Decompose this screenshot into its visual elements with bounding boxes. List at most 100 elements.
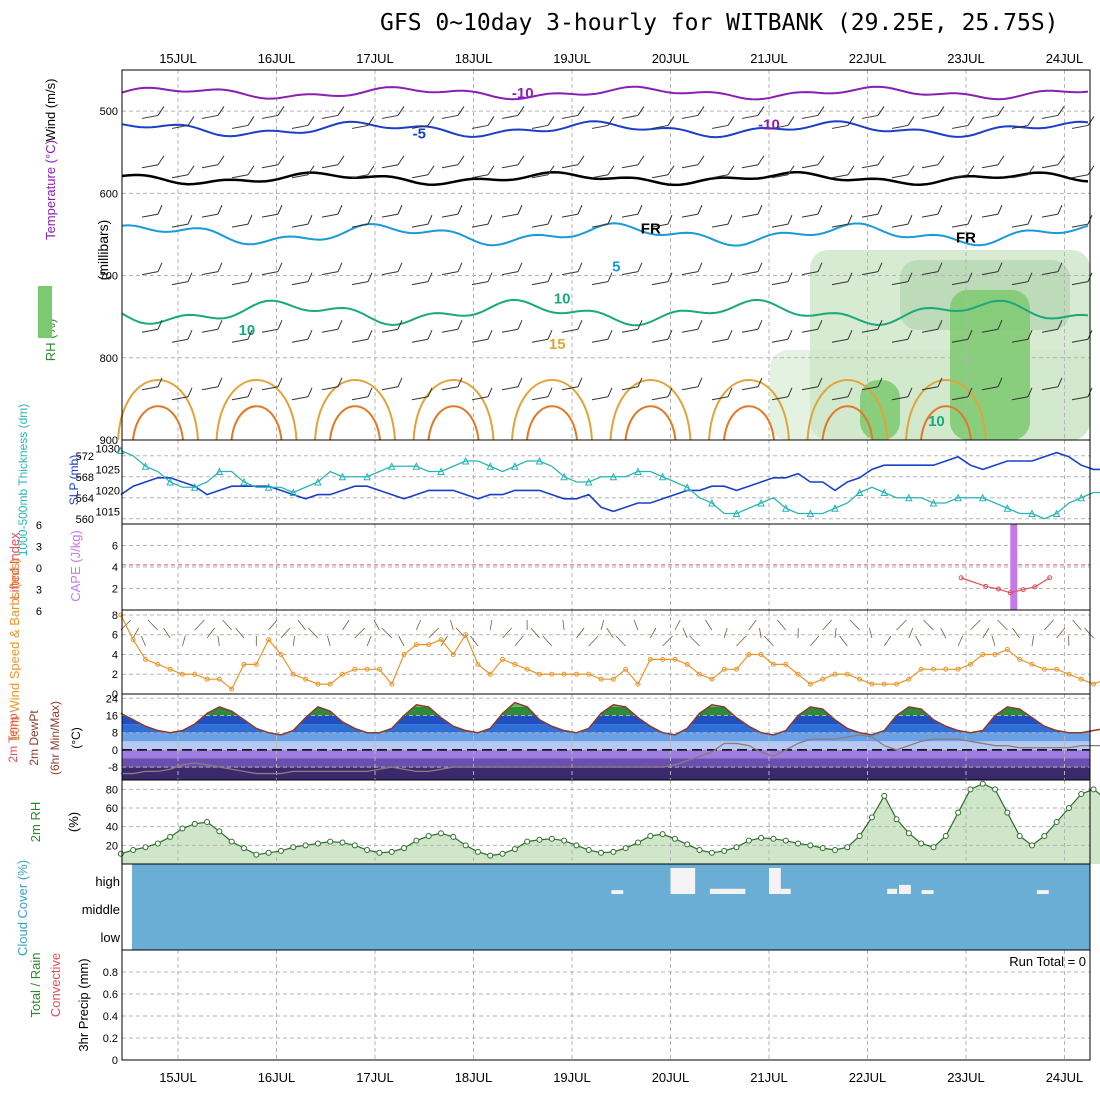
wind-barb [981,328,999,333]
surface-wind-barb [163,627,171,639]
wind-barb-flag [937,320,943,330]
wind-speed-marker [857,676,863,682]
wind-barb [471,174,489,179]
wind-barb-flag [787,272,793,282]
rh-marker [253,851,260,858]
wind-barb [441,114,459,119]
wind-barb [681,213,699,218]
thickness-marker [166,477,174,486]
high-cloud-bar [921,890,934,894]
wind-barb-flag [607,272,613,282]
rh-marker [770,835,777,842]
wind-barb-flag [427,330,433,340]
rh-marker [585,847,592,853]
wind-barb-flag [517,204,523,215]
rh-marker [893,816,900,823]
wind-speed-marker [179,671,185,677]
rh-tick-label: 80 [106,784,118,796]
wind-barb [201,114,219,119]
pressure-tick-label: 800 [100,353,118,365]
wind-barb [981,164,999,169]
wind-barb-flag [457,106,465,116]
pressure-tick-label: 900 [100,435,118,447]
rh-tick-label: 20 [106,840,118,852]
wind-speed-marker [229,686,235,692]
wind-barb [231,396,249,401]
wind-barb-flag [307,214,313,225]
wind-barb-flag [427,387,433,397]
wind-speed-marker [844,671,850,677]
wind-barb-flag [367,387,373,397]
wind-barb [891,281,909,286]
wind-speed-marker [918,666,924,672]
wind-speed-marker [327,681,333,687]
temp-tick-label: 16 [106,711,118,723]
wind-barb [561,164,579,169]
wind-speed-marker [389,681,395,687]
wind-barb-flag [187,116,195,126]
wind-barb [561,271,579,276]
thickness-marker [609,472,618,481]
wind-speed-marker [1041,666,1047,672]
wind-barb [381,164,399,169]
contour-label: FR [956,230,976,247]
rh-marker [425,833,432,839]
wind-barb-flag [817,106,825,116]
temp-tick-label: 0 [112,745,118,757]
wind-barb [1041,271,1059,276]
rh-marker [167,833,174,840]
wind-speed-marker [770,661,776,667]
isotherm-plus5 [121,222,1089,247]
wind-barb-flag [907,214,913,225]
wind-barb-flag [547,116,555,126]
wind-barb-flag [967,214,973,225]
surface-wind-barb [810,635,820,647]
wind-barb-flag [847,214,853,225]
thickness-marker [634,467,642,475]
wind-barb-flag [787,330,793,340]
wind-barb-flag [937,155,945,166]
wind-barb [501,164,519,169]
wind-barb [1041,328,1059,333]
wind-barb-flag [637,106,645,116]
wind-barb-flag [1057,320,1063,330]
wind-barb-flag [487,387,493,397]
rh-marker [524,838,531,845]
rh-marker [561,837,568,844]
wind-speed-marker [290,671,296,677]
slp-axis-label: SLP (mb) [67,455,81,505]
surface-wind-barb [354,627,365,639]
wind-barb-flag [427,272,433,282]
wind-barb [201,271,219,276]
date-label-top: 23JUL [947,51,985,66]
wind-barb-flag [757,262,763,272]
wind-barb-flag [547,214,553,225]
wind-barb [651,124,669,129]
wind-barb-flag [1057,262,1063,272]
wind-barb-flag [787,165,795,176]
wind-barb [1041,114,1059,119]
wind-barb-flag [1027,272,1033,282]
date-label-bottom: 16JUL [258,1070,296,1085]
wind-barb [381,114,399,119]
wind-barb [831,338,849,343]
date-label-bottom: 21JUL [750,1070,788,1085]
contour-label: 10 [554,291,571,308]
wind-barb [141,271,159,276]
wind-barb-flag [517,320,523,330]
rh-marker [573,842,580,849]
thickness-marker [387,462,396,470]
wind-barb [741,386,759,391]
wind-barb-flag [967,116,975,126]
wind-barb-flag [727,387,733,397]
wind-barb [261,213,279,218]
thickness-marker [781,504,790,512]
thickness-marker [486,462,495,470]
wind-barb-flag [1027,330,1033,340]
wind-barb [1041,213,1059,218]
isotherm-plus15 [314,379,396,441]
wind-barb-flag [247,330,253,340]
wind-barb [201,164,219,169]
wind-speed-marker [253,661,259,667]
isotherm-plus20 [624,405,677,441]
